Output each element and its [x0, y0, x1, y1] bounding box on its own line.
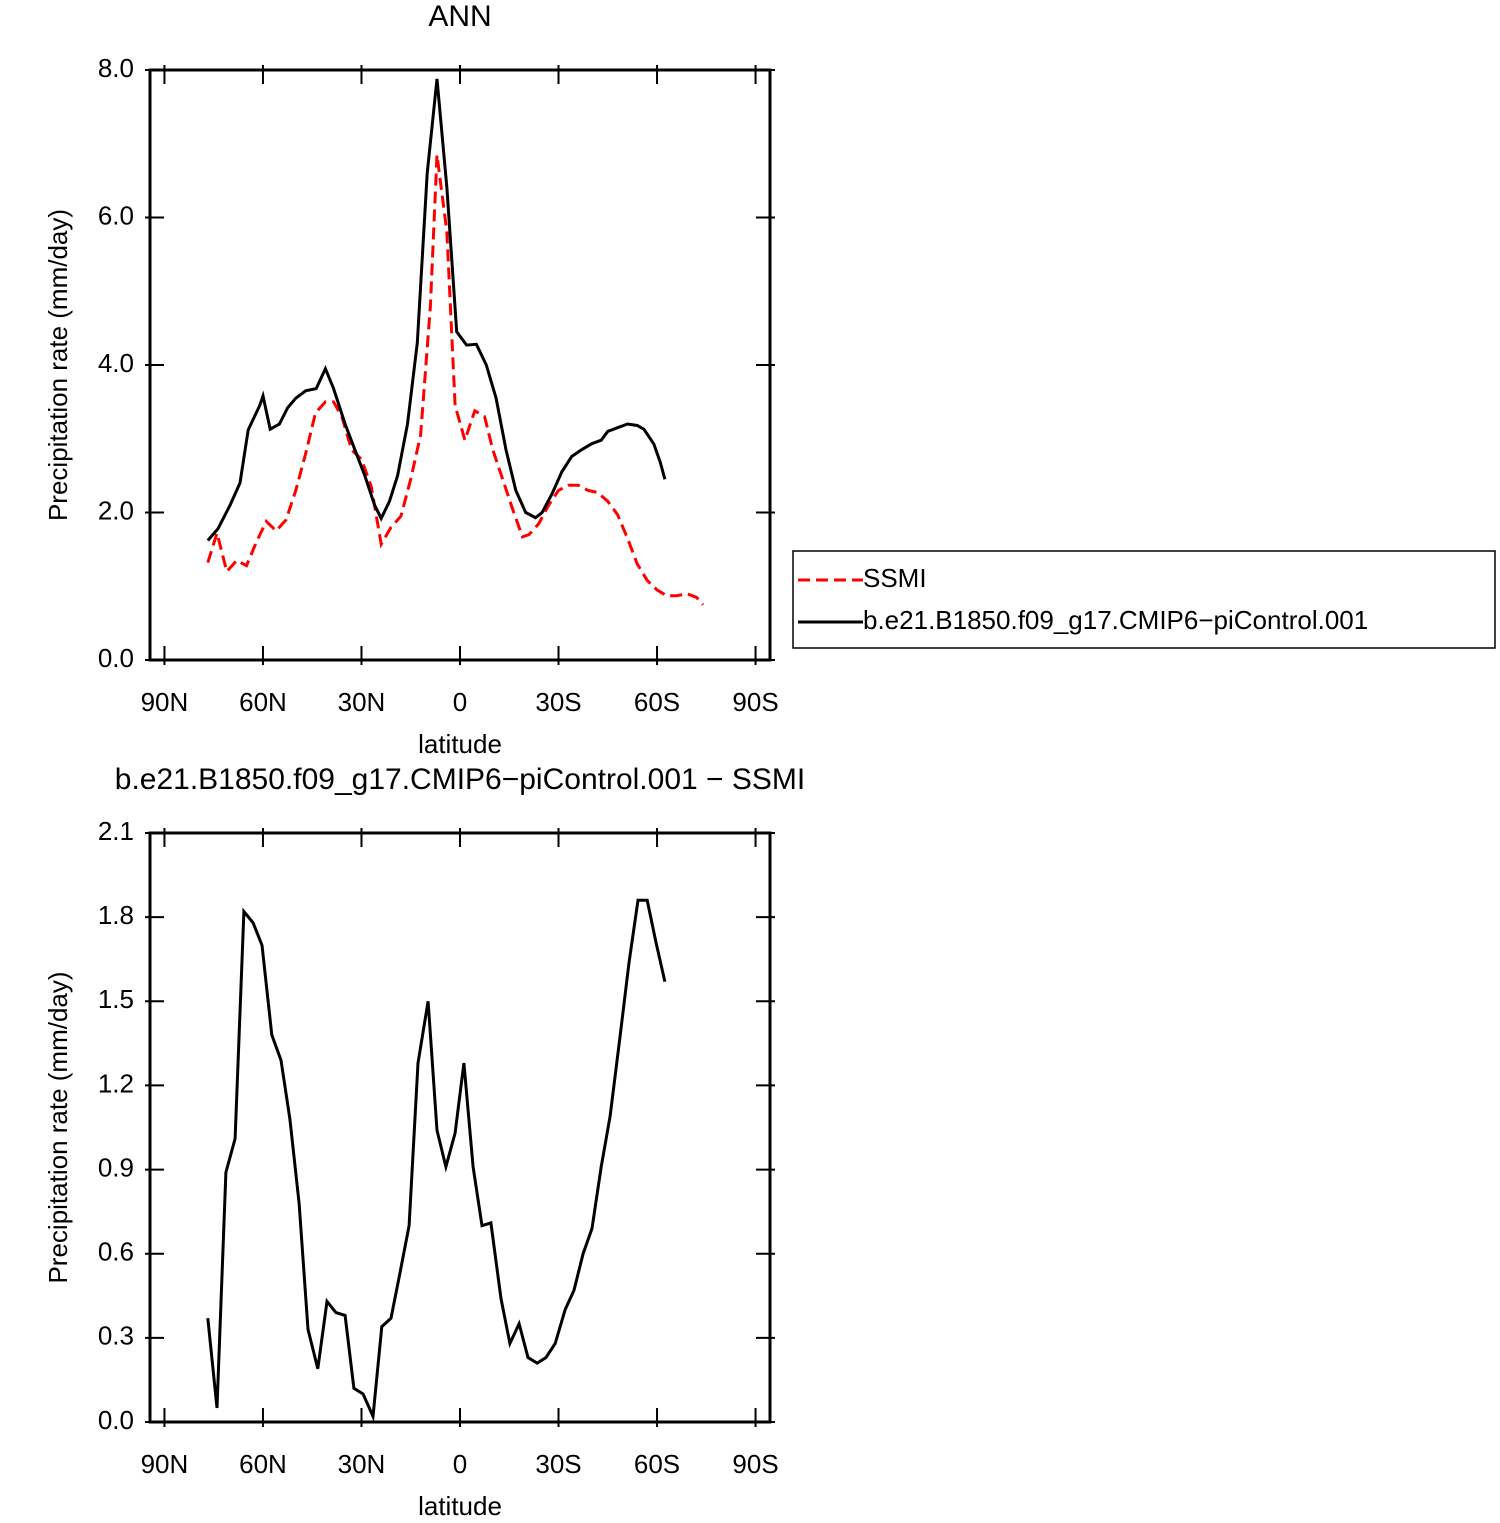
- x-tick-label: 60N: [239, 687, 287, 717]
- legend-label: SSMI: [863, 563, 927, 593]
- line-series: [206, 898, 667, 1423]
- legend-label: b.e21.B1850.f09_g17.CMIP6−piControl.001: [863, 605, 1368, 635]
- x-tick-label: 30N: [338, 687, 386, 717]
- legend-box: [792, 550, 1496, 649]
- y-tick-label: 8.0: [98, 53, 134, 83]
- x-tick-label: 0: [453, 1449, 467, 1479]
- y-tick-label: 6.0: [98, 200, 134, 230]
- chart-title: b.e21.B1850.f09_g17.CMIP6−piControl.001 …: [115, 763, 805, 796]
- x-tick-label: 60S: [634, 687, 680, 717]
- plot-frame: [148, 68, 772, 662]
- y-tick-label: 0.0: [98, 643, 134, 673]
- x-tick-label: 90S: [732, 687, 778, 717]
- y-tick-label: 0.6: [98, 1237, 134, 1267]
- y-tick-label: 4.0: [98, 348, 134, 378]
- y-tick-label: 0.3: [98, 1321, 134, 1351]
- y-axis-label: Precipitation rate (mm/day): [43, 971, 73, 1283]
- x-axis-label: latitude: [418, 1491, 502, 1521]
- line-series: [206, 154, 705, 606]
- x-tick-label: 60N: [239, 1449, 287, 1479]
- x-tick-label: 0: [453, 687, 467, 717]
- y-tick-label: 1.5: [98, 984, 134, 1014]
- y-tick-label: 1.2: [98, 1068, 134, 1098]
- x-tick-label: 30S: [535, 687, 581, 717]
- x-tick-label: 90N: [141, 687, 189, 717]
- y-tick-label: 2.1: [98, 816, 134, 846]
- line-series: [206, 78, 667, 542]
- x-tick-label: 90S: [732, 1449, 778, 1479]
- y-axis-label: Precipitation rate (mm/day): [43, 209, 73, 521]
- x-tick-label: 60S: [634, 1449, 680, 1479]
- x-axis-label: latitude: [418, 729, 502, 759]
- chart-title: ANN: [428, 0, 491, 33]
- y-tick-label: 0.9: [98, 1152, 134, 1182]
- x-tick-label: 30N: [338, 1449, 386, 1479]
- x-tick-label: 90N: [141, 1449, 189, 1479]
- y-tick-label: 2.0: [98, 495, 134, 525]
- y-tick-label: 1.8: [98, 900, 134, 930]
- y-tick-label: 0.0: [98, 1405, 134, 1435]
- x-tick-label: 30S: [535, 1449, 581, 1479]
